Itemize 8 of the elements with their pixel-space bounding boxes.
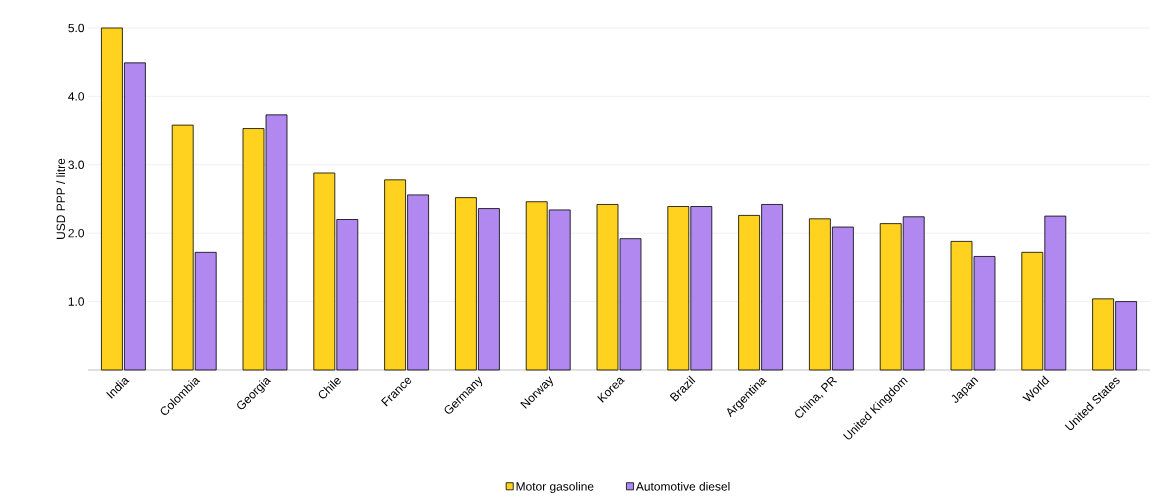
y-tick-label: 4.0 [68,92,85,101]
y-tick-label: 5.0 [68,23,85,33]
legend-label: Automotive diesel [635,481,730,491]
y-tick-label: 1.0 [68,297,85,306]
y-tick-label: 3.0 [68,160,85,170]
y-axis-title: USD PPP / litre [56,158,66,239]
legend-label: Motor gasoline [516,481,594,494]
y-tick-label: 2.0 [68,228,85,238]
